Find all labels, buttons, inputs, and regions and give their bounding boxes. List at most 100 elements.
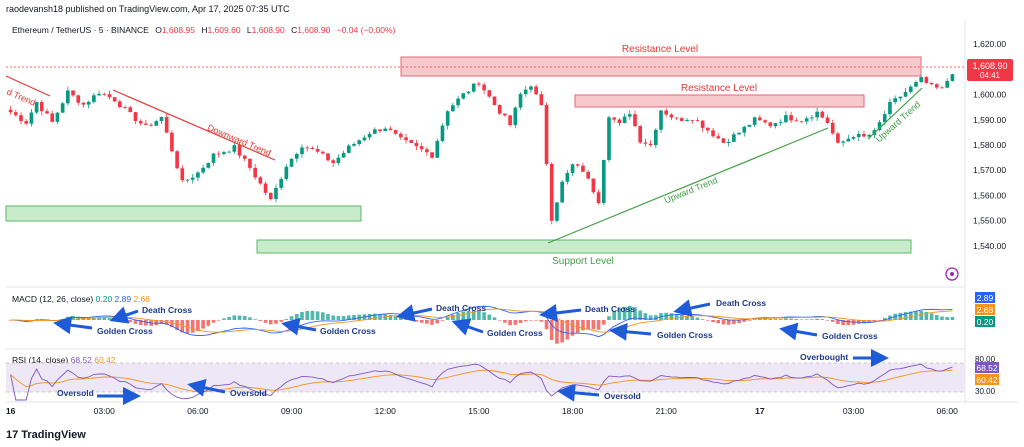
candle-body	[830, 122, 835, 134]
macd-hist-bar	[331, 315, 336, 320]
rsi-panel: 80.00 30.00 68.52 60.42	[6, 355, 999, 401]
candle-body	[216, 153, 221, 155]
trendlines-layer	[5, 75, 923, 244]
time-tick-label: 09:00	[281, 406, 303, 416]
macd-hist-bar	[846, 320, 851, 326]
candle-body	[118, 101, 122, 108]
low-label: L	[246, 25, 252, 35]
macd-hist-bar	[419, 320, 424, 323]
candle-body	[773, 123, 778, 127]
candle-body	[388, 128, 393, 131]
rsi-scale-bottom: 30.00	[975, 387, 996, 396]
candle-body	[128, 107, 133, 113]
candle-body	[175, 151, 179, 169]
change-value: −0.04 (−0.00%)	[336, 25, 396, 35]
macd-hist-bar	[487, 314, 492, 320]
candle-body	[185, 179, 190, 181]
macd-hist-bar	[196, 320, 200, 331]
candle-body	[529, 86, 533, 90]
time-axis[interactable]: 16 03:00 06:00 09:00 12:00 15:00 18:00 21:00 17 0…	[6, 406, 958, 416]
candle-body	[331, 160, 336, 164]
candle-body	[414, 142, 419, 147]
price-tick-label: 1,580.00	[973, 140, 1006, 150]
macd-hist-bar	[440, 320, 445, 321]
candle-body	[8, 109, 13, 113]
macd-hist-bar	[274, 320, 278, 324]
macd-hist-bar	[810, 319, 814, 320]
low-value: 1,608.90	[251, 25, 285, 35]
macd-hist-bar	[726, 320, 731, 325]
macd-hist-bar	[544, 320, 549, 330]
macd-hist-bar	[815, 318, 819, 320]
candle-body	[940, 87, 944, 89]
macd-hist-bar	[289, 316, 294, 320]
macd-hist-bar	[414, 320, 419, 322]
candle-body	[711, 130, 715, 137]
rsi-badge-text: 68.52	[976, 363, 998, 373]
candle-body	[914, 82, 918, 87]
candle-body	[836, 133, 840, 143]
open-value: 1,608.95	[161, 25, 195, 35]
candle-body	[617, 119, 622, 123]
footer-brand: ⁠17 TradingView	[6, 429, 86, 441]
macd-hist-bar	[102, 317, 107, 320]
candle-body	[487, 90, 492, 97]
macd-hist-bar	[830, 320, 835, 322]
time-tick-label: 03:00	[94, 406, 116, 416]
time-tick-label: 12:00	[375, 406, 397, 416]
macd-hist-bar	[404, 319, 408, 320]
macd-annotation-7: Golden Cross	[657, 330, 713, 340]
candle-body	[315, 149, 320, 152]
candle-body	[170, 132, 174, 152]
candle-body	[430, 152, 434, 158]
rsi-ma-value: 60.42	[94, 355, 116, 365]
candle-body	[638, 126, 643, 143]
alert-icon[interactable]	[945, 267, 959, 281]
macd-hist-bar	[653, 315, 658, 320]
macd-hist-bar	[393, 316, 398, 320]
macd-hist-bar	[279, 320, 283, 322]
candle-body	[867, 134, 871, 137]
symbol-name: Ethereum / TetherUS · 5 · BINANCE	[12, 25, 149, 35]
candle-body	[55, 112, 60, 122]
rsi-annotation-2: Oversold	[230, 388, 267, 398]
macd-hist-bar	[950, 316, 955, 320]
time-tick-label: 06:00	[187, 406, 209, 416]
macd-hist-bar	[685, 315, 689, 320]
macd-badge-hist	[975, 316, 995, 327]
candle-body	[149, 124, 153, 126]
macd-hist-bar	[617, 308, 622, 320]
macd-hist-bar	[237, 315, 242, 320]
candle-body	[466, 91, 471, 94]
macd-hist-bar	[706, 320, 710, 321]
time-tick-label: 15:00	[468, 406, 490, 416]
candle-body	[820, 111, 825, 118]
macd-line-value: 2.89	[114, 294, 132, 304]
candle-body	[456, 98, 460, 106]
macd-annotation-3: Golden Cross	[320, 326, 376, 336]
macd-hist-bar	[934, 315, 939, 320]
macd-badge-line-text: 2.89	[977, 293, 994, 303]
macd-hist-bar	[700, 319, 705, 320]
macd-hist-bar	[284, 319, 289, 320]
macd-hist-bar	[482, 312, 486, 320]
macd-hist-bar	[534, 320, 538, 321]
candle-body	[497, 104, 502, 114]
close-value: 1,608.90	[297, 25, 331, 35]
high-label: H	[201, 25, 208, 35]
macd-hist-bar	[575, 320, 580, 333]
macd-hist-bar	[144, 320, 148, 326]
macd-signal-line	[10, 308, 953, 333]
macd-hist-bar	[71, 316, 75, 320]
macd-hist-bar	[248, 317, 252, 320]
candle-body	[29, 112, 34, 124]
macd-hist-bar	[357, 314, 362, 320]
macd-scale-badges: 2.89 2.68 0.20	[975, 292, 995, 327]
macd-hist-bar	[825, 320, 830, 321]
candle-body	[810, 117, 814, 119]
macd-hist-bar	[924, 311, 929, 320]
macd-hist-bar	[919, 310, 923, 320]
candle-body	[929, 82, 934, 85]
macd-arrow-1	[109, 306, 139, 324]
